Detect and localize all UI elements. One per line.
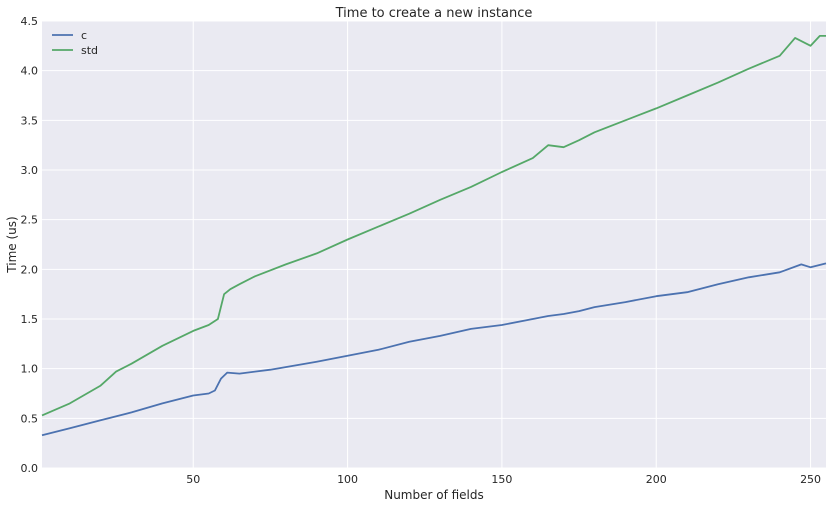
y-tick-label: 3.0: [21, 164, 39, 177]
series-lines: [41, 35, 827, 437]
y-tick-label: 0.5: [21, 412, 39, 425]
x-tick-label: 150: [491, 473, 512, 486]
y-tick-label: 4.0: [21, 65, 39, 78]
chart-title: Time to create a new instance: [335, 6, 533, 21]
legend-label-c: c: [81, 29, 87, 42]
x-tick-labels: 50 100 150 200 250: [186, 473, 821, 486]
y-tick-label: 1.5: [21, 313, 39, 326]
legend: c std: [52, 29, 98, 57]
y-tick-label: 1.0: [21, 363, 39, 376]
y-tick-label: 3.5: [21, 114, 39, 127]
y-tick-label: 2.0: [21, 263, 39, 276]
y-tick-labels: 0.0 0.5 1.0 1.5 2.0 2.5 3.0 3.5 4.0 4.5: [21, 15, 39, 475]
y-axis-label: Time (us): [5, 216, 19, 273]
x-axis-label: Number of fields: [384, 488, 484, 502]
y-tick-label: 4.5: [21, 15, 39, 28]
series-line-std: [41, 35, 826, 417]
x-tick-label: 250: [800, 473, 821, 486]
x-tick-label: 50: [186, 473, 200, 486]
x-tick-label: 200: [646, 473, 667, 486]
series-line-c: [41, 262, 827, 437]
y-tick-label: 0.0: [21, 462, 39, 475]
grid: [42, 20, 826, 469]
y-tick-label: 2.5: [21, 214, 39, 227]
legend-label-std: std: [81, 44, 98, 57]
plot-area: [42, 21, 826, 468]
x-tick-label: 100: [337, 473, 358, 486]
